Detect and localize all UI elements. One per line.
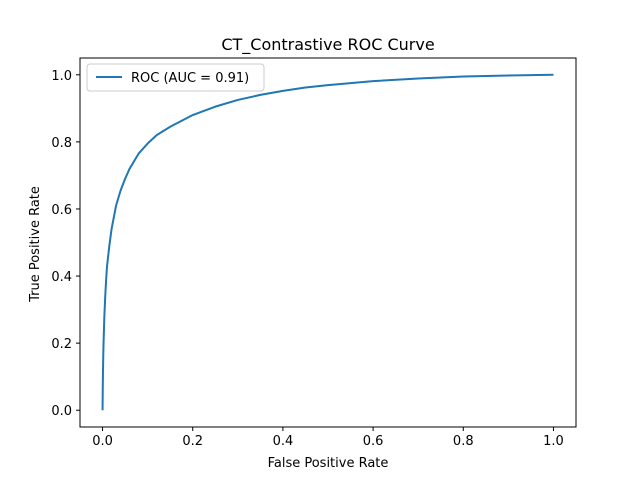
chart-title: CT_Contrastive ROC Curve bbox=[221, 35, 434, 55]
y-tick-label: 0.6 bbox=[51, 203, 72, 218]
y-tick-label: 0.8 bbox=[51, 136, 72, 151]
x-tick-label: 0.2 bbox=[182, 434, 203, 449]
y-tick-label: 0.4 bbox=[51, 270, 72, 285]
axes-frame bbox=[79, 57, 577, 428]
legend-box bbox=[86, 63, 265, 92]
x-tick-label: 0.4 bbox=[273, 434, 294, 449]
x-tick-label: 0.0 bbox=[92, 434, 113, 449]
y-tick-label: 0.0 bbox=[51, 404, 72, 419]
roc-series-line bbox=[101, 73, 554, 411]
x-tick-label: 0.8 bbox=[453, 434, 474, 449]
legend-label: ROC (AUC = 0.91) bbox=[131, 71, 249, 86]
y-axis-label: True Positive Rate bbox=[28, 186, 43, 303]
plot-area: 0.0 0.2 0.4 0.6 0.8 1.0 0.0 0.2 0.4 0.6 0.8 1.0 bbox=[51, 57, 577, 449]
x-axis-label: False Positive Rate bbox=[268, 456, 389, 471]
legend: ROC (AUC = 0.91) bbox=[86, 63, 265, 92]
y-tick-label: 0.2 bbox=[51, 337, 72, 352]
x-tick-label: 1.0 bbox=[543, 434, 564, 449]
x-tick-label: 0.6 bbox=[363, 434, 384, 449]
y-tick-label: 1.0 bbox=[51, 69, 72, 84]
